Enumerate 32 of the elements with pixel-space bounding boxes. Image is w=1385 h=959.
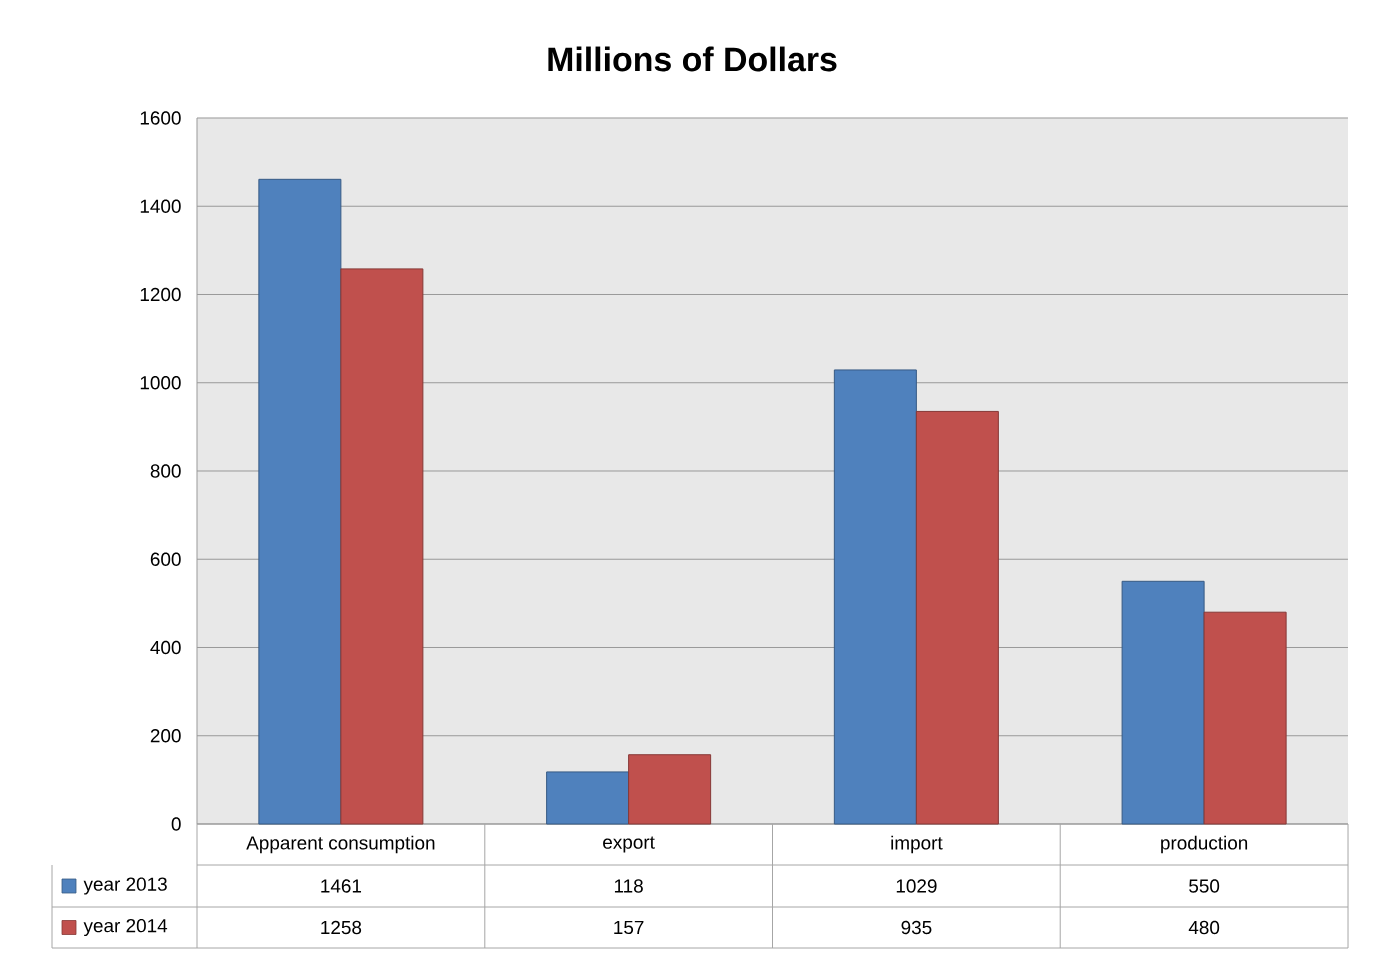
data-label: 480 (1188, 920, 1220, 935)
bar (1121, 580, 1205, 825)
data-label: 1461 (321, 879, 362, 893)
legend-label: year 2014 (83, 918, 168, 937)
y-tick-label: 800 (150, 464, 181, 478)
data-label: 1258 (321, 920, 362, 935)
data-label: 935 (901, 920, 932, 935)
data-label: 157 (614, 920, 644, 935)
y-tick-label: 1200 (140, 287, 181, 302)
data-label: 118 (614, 879, 643, 893)
y-tick-label: 1000 (140, 376, 181, 390)
y-tick-label: 1400 (140, 199, 181, 213)
chart-title: Millions of Dollars (548, 46, 837, 72)
x-tick-label: export (603, 836, 655, 853)
bar (258, 178, 342, 825)
bar (915, 410, 999, 825)
bar (546, 771, 630, 825)
y-tick-label: 600 (150, 552, 181, 566)
x-tick-label: Apparent consumption (246, 835, 435, 854)
y-tick-label: 0 (171, 817, 181, 831)
data-label: 550 (1189, 879, 1220, 893)
bar (340, 268, 424, 825)
y-tick-label: 400 (150, 640, 181, 655)
y-tick-label: 1600 (140, 111, 181, 125)
data-label: 1029 (896, 879, 937, 893)
bar (1203, 611, 1287, 825)
bar (833, 369, 917, 825)
x-tick-label: import (891, 835, 943, 854)
bar (628, 754, 712, 825)
y-tick-label: 200 (150, 729, 181, 743)
x-tick-label: production (1161, 835, 1248, 854)
legend-label: year 2013 (83, 877, 167, 895)
